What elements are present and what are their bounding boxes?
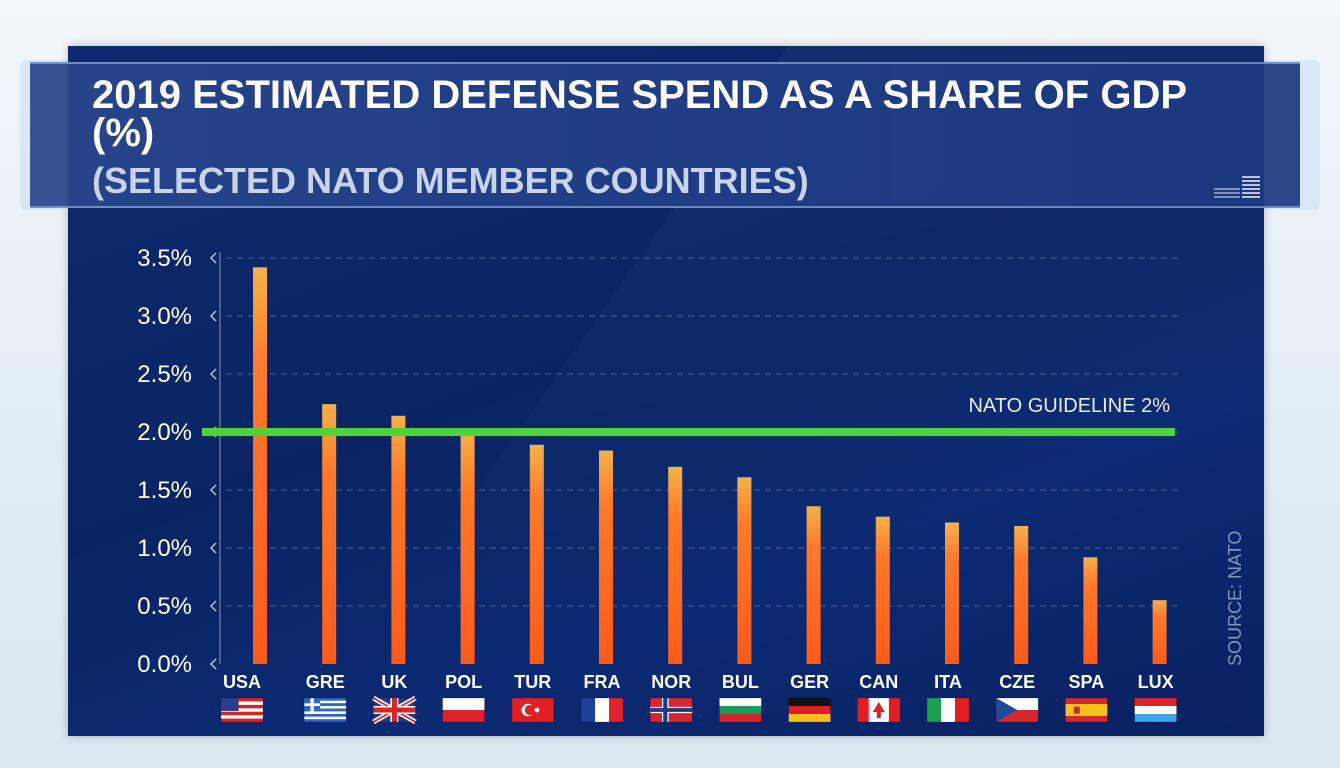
- category-label: USA: [223, 672, 261, 692]
- bar-ita: [945, 522, 959, 664]
- category-label: FRA: [584, 672, 621, 692]
- bar-gre: [322, 404, 337, 664]
- bar-bul: [737, 477, 752, 664]
- category-label: LUX: [1138, 672, 1174, 692]
- y-tick-label: 1.0%: [137, 535, 192, 562]
- y-tick-label: 3.5%: [137, 245, 192, 272]
- bar-pol: [460, 432, 475, 664]
- flag-czechia-icon: [995, 697, 1039, 723]
- source-note: SOURCE: NATO: [1225, 531, 1245, 666]
- y-tick-mark: [209, 368, 217, 380]
- y-tick-mark: [209, 252, 217, 264]
- chart-subtitle: (SELECTED NATO MEMBER COUNTRIES): [92, 160, 809, 201]
- category-label: BUL: [722, 672, 759, 692]
- bar-fra: [599, 450, 613, 664]
- flag-spain-icon: [1065, 697, 1108, 723]
- flag-uk-icon: [372, 695, 417, 725]
- category-label: CZE: [999, 672, 1035, 692]
- bar-nor: [668, 466, 683, 664]
- category-label: SPA: [1069, 672, 1105, 692]
- y-tick-mark: [209, 600, 217, 612]
- category-label: GRE: [306, 672, 345, 692]
- guideline: NATO GUIDELINE 2%: [202, 395, 1175, 436]
- y-tick-mark: [209, 658, 217, 670]
- category-label: ITA: [934, 672, 962, 692]
- flag-poland-icon: [442, 697, 486, 723]
- category-label: CAN: [859, 672, 898, 692]
- y-tick-label: 0.0%: [137, 651, 192, 678]
- y-tick-label: 3.0%: [137, 303, 192, 330]
- y-tick-label: 2.0%: [137, 419, 192, 446]
- source-label: SOURCE: NATO: [1225, 531, 1245, 666]
- nato-guideline-label: NATO GUIDELINE 2%: [968, 395, 1170, 417]
- flag-greece-icon: [303, 697, 347, 723]
- flag-usa-icon: [220, 697, 264, 723]
- bar-cze: [1014, 525, 1029, 664]
- title-bar: [30, 62, 1300, 208]
- flag-italy-icon: [926, 697, 970, 723]
- network-logo-icon: [1214, 174, 1260, 200]
- bar-usa: [253, 267, 267, 664]
- flags: [220, 695, 1177, 725]
- category-label: NOR: [651, 672, 691, 692]
- bar-spa: [1083, 557, 1098, 664]
- bars: [253, 267, 1167, 664]
- flag-luxembourg-icon: [1134, 697, 1177, 723]
- y-tick-mark: [209, 310, 217, 322]
- bar-ger: [806, 506, 821, 664]
- y-tick-label: 2.5%: [137, 361, 192, 388]
- flag-germany-icon: [788, 697, 831, 723]
- y-tick-mark: [209, 484, 217, 496]
- y-tick-mark: [209, 542, 217, 554]
- y-tick-label: 1.5%: [137, 477, 192, 504]
- category-label: GER: [790, 672, 829, 692]
- flag-france-icon: [580, 697, 624, 723]
- bar-tur: [529, 444, 544, 664]
- category-labels: USA GRE UK POL TUR FRA NOR BUL GER CAN ITA CZE SPA LU…: [223, 672, 1174, 692]
- category-label: TUR: [514, 672, 551, 692]
- flag-bulgaria-icon: [719, 697, 762, 723]
- flag-turkey-icon: [511, 697, 555, 723]
- bar-can: [875, 516, 890, 664]
- flag-norway-icon: [649, 697, 693, 723]
- category-label: POL: [445, 672, 482, 692]
- flag-canada-icon: [857, 697, 901, 723]
- y-tick-label: 0.5%: [137, 593, 192, 620]
- y-axis: 0.0% 0.5% 1.0% 1.5% 2.0% 2.5% 3.0% 3.5%: [137, 245, 221, 678]
- bar-uk: [391, 415, 406, 664]
- category-label: UK: [381, 672, 407, 692]
- chart-title: 2019 ESTIMATED DEFENSE SPEND AS A SHARE …: [92, 73, 1187, 155]
- bar-lux: [1152, 600, 1167, 664]
